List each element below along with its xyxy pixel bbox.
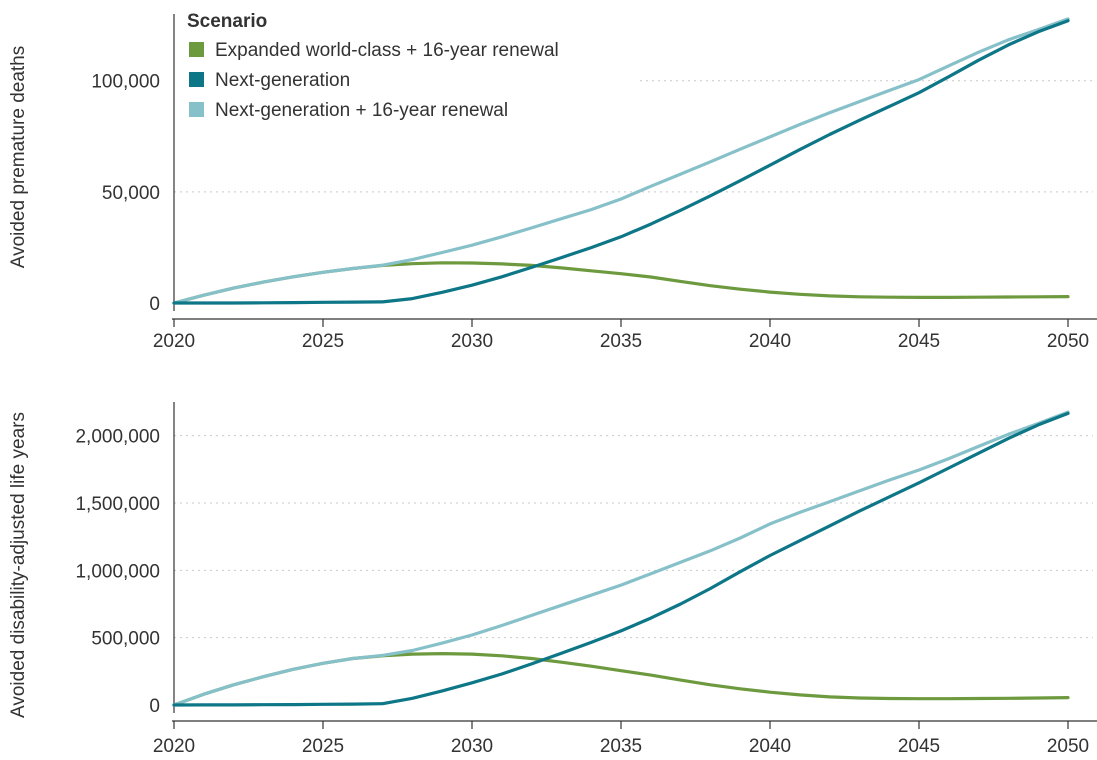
y-tick-label-deaths-1: 50,000 — [102, 183, 160, 204]
series-line-dalys-nextgen — [172, 411, 1070, 707]
series-line-deaths-expanded — [172, 261, 1070, 305]
legend-label-nextgen-renewal: Next-generation + 16-year renewal — [215, 100, 508, 121]
x-tick-label-dalys-5: 2045 — [898, 736, 940, 757]
x-tick-label-deaths-1: 2025 — [302, 331, 344, 352]
y-tick-label-dalys-0: 0 — [149, 696, 160, 717]
panel-dalys: 0 500,000 1,000,000 1,500,000 2,000,000 2020 2… — [8, 402, 1097, 757]
legend-label-nextgen: Next-generation — [215, 70, 350, 91]
legend-swatch-nextgen-renewal — [189, 102, 204, 117]
x-tick-label-dalys-2: 2030 — [451, 736, 493, 757]
y-tick-label-dalys-3: 1,500,000 — [75, 494, 160, 515]
legend-title: Scenario — [187, 11, 267, 32]
y-axis-title-dalys: Avoided disability-adjusted life years — [8, 412, 29, 718]
y-axis-title-deaths: Avoided premature deaths — [8, 46, 29, 269]
y-tick-label-deaths-0: 0 — [149, 294, 160, 315]
x-tick-label-dalys-3: 2035 — [600, 736, 642, 757]
series-line-deaths-nextgen-renewal — [172, 17, 1070, 305]
x-tick-label-dalys-4: 2040 — [749, 736, 791, 757]
y-tick-label-deaths-2: 100,000 — [91, 72, 160, 93]
series-line-dalys-nextgen-renewal — [172, 410, 1070, 707]
x-tick-label-dalys-1: 2025 — [302, 736, 344, 757]
x-tick-label-dalys-0: 2020 — [153, 736, 195, 757]
y-tick-label-dalys-4: 2,000,000 — [75, 427, 160, 448]
legend-label-expanded: Expanded world-class + 16-year renewal — [215, 40, 559, 61]
legend: Scenario Expanded world-class + 16-year … — [187, 11, 559, 121]
x-tick-label-deaths-3: 2035 — [600, 331, 642, 352]
series-line-dalys-expanded — [172, 651, 1070, 707]
x-tick-label-deaths-0: 2020 — [153, 331, 195, 352]
x-tick-label-deaths-2: 2030 — [451, 331, 493, 352]
panel-premature-deaths: 0 50,000 100,000 2020 2025 2030 2035 2040 2045 20… — [8, 14, 1097, 352]
y-tick-label-dalys-2: 1,000,000 — [75, 561, 160, 582]
x-tick-label-deaths-5: 2045 — [898, 331, 940, 352]
legend-swatch-nextgen — [189, 72, 204, 87]
x-tick-label-dalys-6: 2050 — [1047, 736, 1089, 757]
legend-swatch-expanded — [189, 42, 204, 57]
series-line-deaths-nextgen — [172, 19, 1070, 305]
x-tick-label-deaths-4: 2040 — [749, 331, 791, 352]
x-tick-label-deaths-6: 2050 — [1047, 331, 1089, 352]
y-tick-label-dalys-1: 500,000 — [91, 629, 160, 650]
